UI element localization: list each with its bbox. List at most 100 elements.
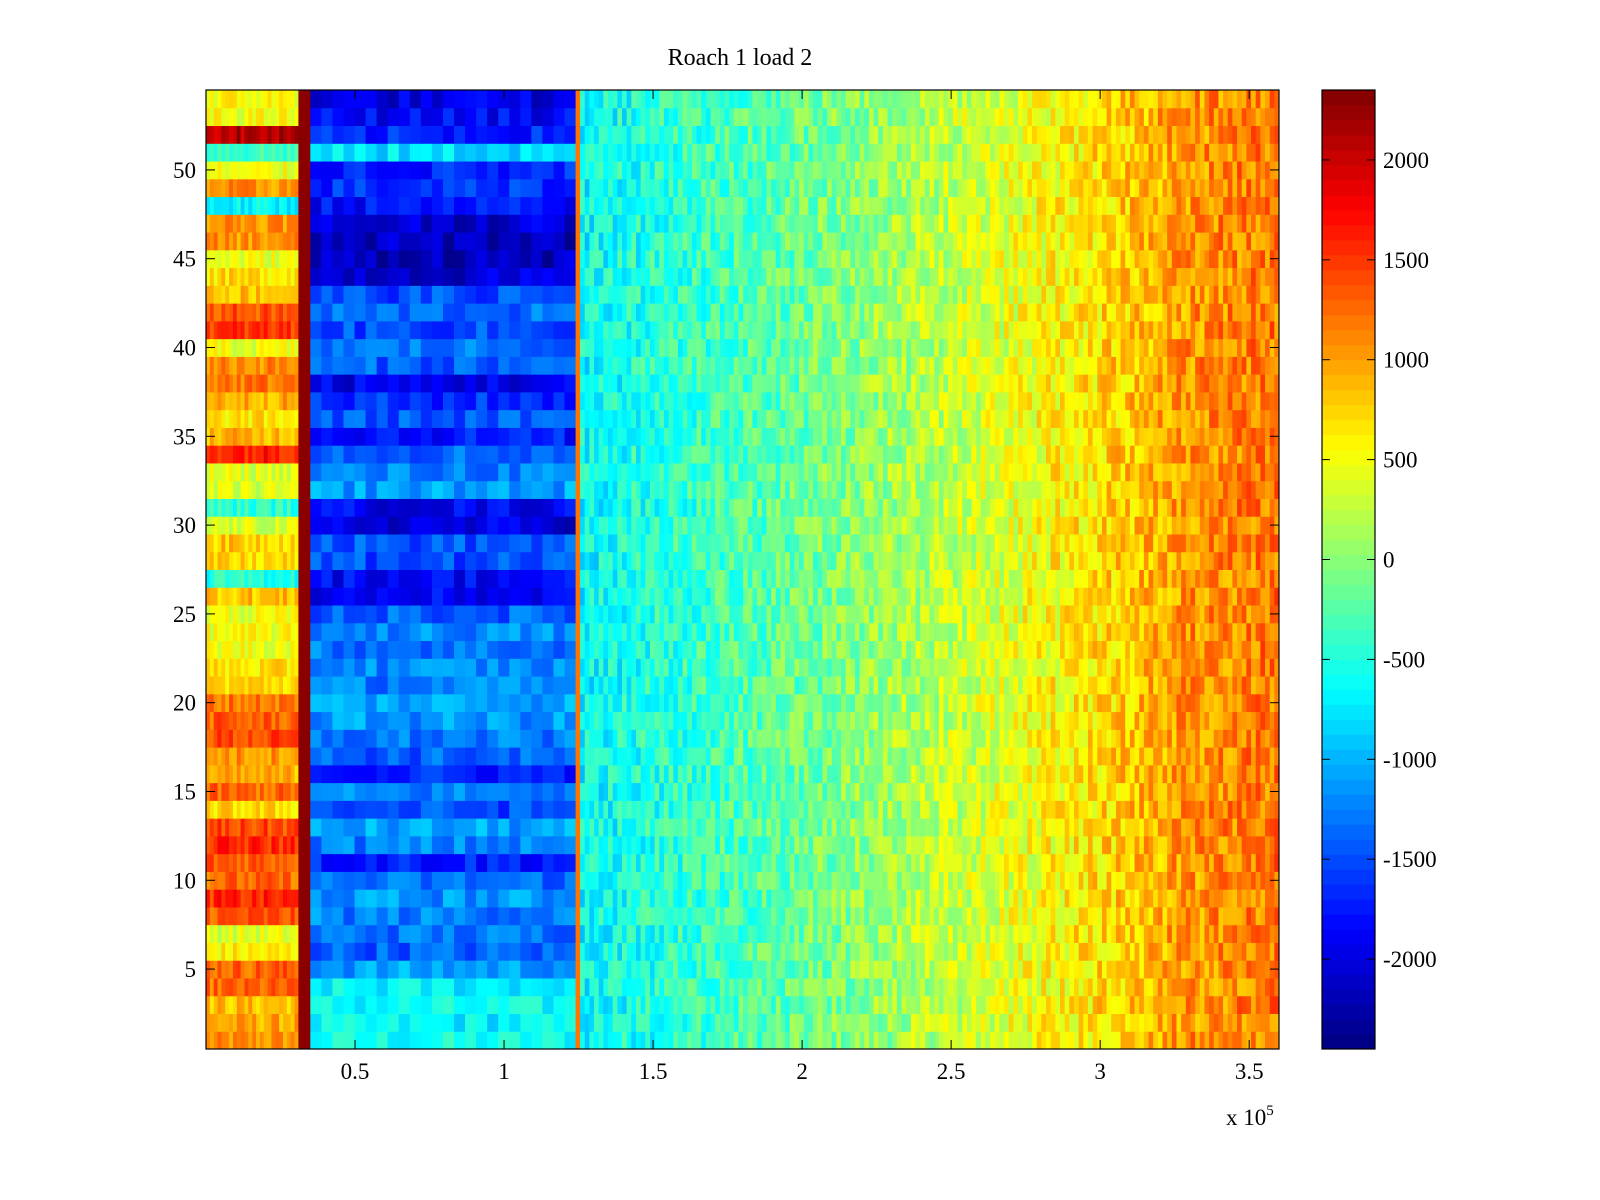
heatmap-cell (901, 960, 907, 979)
heatmap-cell (263, 782, 269, 801)
heatmap-cell (1171, 1013, 1178, 1032)
heatmap-cell (206, 889, 211, 908)
heatmap-cell (465, 960, 477, 979)
heatmap-cell (733, 853, 740, 872)
heatmap-cell (668, 818, 674, 837)
heatmap-cell (1157, 676, 1164, 695)
heatmap-cell (240, 676, 246, 695)
heatmap-cell (980, 693, 987, 713)
heatmap-cell (1269, 658, 1275, 677)
heatmap-cell (465, 818, 477, 837)
heatmap-cell (1064, 1031, 1070, 1049)
heatmap-cell (840, 640, 847, 659)
heatmap-cell (1092, 942, 1098, 961)
heatmap-cell (1260, 835, 1266, 855)
heatmap-cell (775, 658, 782, 677)
heatmap-cell (1059, 960, 1066, 979)
heatmap-cell (910, 889, 917, 908)
heatmap-cell (442, 711, 455, 730)
heatmap-cell (1134, 942, 1140, 961)
heatmap-cell (598, 676, 604, 695)
heatmap-cell (701, 640, 707, 659)
heatmap-cell (710, 693, 716, 713)
heatmap-cell (282, 995, 288, 1014)
heatmap-cell (691, 960, 698, 979)
heatmap-cell (696, 871, 702, 890)
heatmap-cell (1004, 605, 1010, 624)
heatmap-cell (244, 729, 249, 748)
heatmap-cell (924, 1013, 931, 1032)
heatmap-cell (724, 729, 730, 748)
heatmap-cell (701, 1031, 707, 1049)
heatmap-cell (631, 853, 637, 872)
heatmap-cell (682, 605, 688, 624)
heatmap-cell (1022, 729, 1028, 748)
heatmap-cell (1055, 800, 1061, 819)
heatmap-cell (845, 747, 851, 766)
heatmap-cell (971, 658, 977, 677)
heatmap-cell (649, 995, 656, 1014)
heatmap-cell (1148, 906, 1154, 926)
heatmap-cell (236, 889, 242, 908)
heatmap-cell (808, 782, 814, 801)
heatmap-cell (827, 853, 833, 872)
heatmap-cell (934, 995, 940, 1014)
heatmap-cell (1209, 676, 1215, 695)
heatmap-cell (938, 1013, 945, 1032)
heatmap-cell (729, 764, 735, 784)
heatmap-cell (999, 605, 1005, 624)
heatmap-cell (259, 693, 265, 713)
heatmap-cell (1227, 640, 1234, 659)
heatmap-cell (213, 924, 219, 943)
heatmap-cell (236, 835, 242, 855)
heatmap-cell (598, 995, 604, 1014)
heatmap-cell (799, 764, 805, 784)
heatmap-cell (1046, 977, 1052, 997)
heatmap-cell (1199, 1031, 1206, 1049)
heatmap-cell (1260, 853, 1266, 872)
heatmap-cell (701, 853, 707, 872)
heatmap-cell (715, 764, 721, 784)
heatmap-cell (1171, 605, 1178, 624)
heatmap-cell (645, 960, 651, 979)
heatmap-cell (934, 711, 940, 730)
heatmap-cell (1181, 960, 1187, 979)
heatmap-cell (752, 605, 758, 624)
heatmap-cell (906, 924, 912, 943)
heatmap-cell (589, 995, 595, 1014)
heatmap-cell (789, 658, 796, 677)
heatmap-cell (966, 818, 973, 837)
heatmap-cell (275, 622, 280, 642)
heatmap-cell (1004, 1031, 1010, 1049)
heatmap-cell (682, 818, 688, 837)
heatmap-cell (631, 800, 637, 819)
heatmap-cell (1167, 995, 1173, 1014)
heatmap-cell (896, 960, 903, 979)
heatmap-cell (213, 622, 219, 642)
heatmap-cell (738, 747, 744, 766)
heatmap-cell (836, 924, 842, 943)
heatmap-cell (217, 924, 222, 943)
heatmap-cell (896, 871, 903, 890)
heatmap-cell (924, 942, 931, 961)
heatmap-cell (454, 711, 466, 730)
heatmap-cell (1111, 764, 1117, 784)
heatmap-cell (290, 711, 296, 730)
heatmap-cell (831, 711, 837, 730)
heatmap-cell (1013, 942, 1019, 961)
heatmap-cell (1125, 1013, 1131, 1032)
heatmap-cell (240, 853, 246, 872)
heatmap-cell (705, 835, 712, 855)
heatmap-cell (705, 977, 712, 997)
heatmap-cell (321, 906, 334, 926)
heatmap-cell (1046, 747, 1052, 766)
heatmap-cell (1246, 676, 1252, 695)
heatmap-cell (229, 871, 234, 890)
heatmap-cell (1246, 906, 1252, 926)
heatmap-cell (1013, 853, 1019, 872)
heatmap-cell (1111, 960, 1117, 979)
heatmap-cell (785, 995, 791, 1014)
heatmap-cell (668, 906, 674, 926)
heatmap-cell (715, 1031, 721, 1049)
heatmap-cell (1027, 605, 1033, 624)
